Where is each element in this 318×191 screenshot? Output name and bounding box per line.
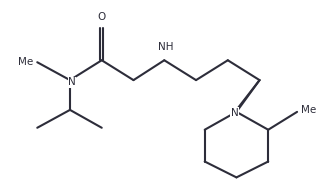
Text: N: N <box>231 108 238 118</box>
Text: O: O <box>98 11 106 22</box>
Text: N: N <box>68 77 76 87</box>
Text: Me: Me <box>301 105 316 115</box>
Text: Me: Me <box>18 57 33 67</box>
Text: NH: NH <box>158 42 174 52</box>
